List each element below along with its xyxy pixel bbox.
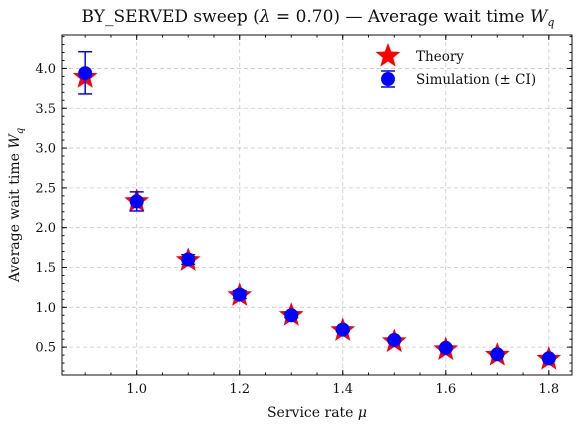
simulation-circle-marker	[129, 194, 144, 209]
simulation-circle-marker	[438, 340, 453, 355]
y-tick-label: 3.5	[35, 102, 56, 117]
simulation-circle-marker	[78, 66, 93, 81]
legend-item-theory: Theory	[375, 43, 464, 67]
axis-ticks: 1.0 1.2 1.4 1.6 1.8 0.5 1.0 1.5 2.0 2.5 3.0 3.5 4.0	[35, 35, 572, 397]
x-tick-label: 1.8	[538, 382, 559, 397]
grid	[62, 35, 572, 375]
y-tick-label: 0.5	[35, 341, 56, 356]
simulation-circle-marker	[181, 252, 196, 267]
chart-title: BY_SERVED sweep (λ = 0.70) — Average wai…	[82, 7, 555, 29]
x-tick-label: 1.6	[435, 382, 456, 397]
simulation-circle-marker	[387, 332, 402, 347]
simulation-point	[232, 287, 247, 302]
x-tick-label: 1.0	[126, 382, 147, 397]
y-tick-label: 3.0	[35, 142, 56, 157]
simulation-point	[284, 308, 299, 323]
legend: Theory Simulation (± CI)	[375, 43, 536, 88]
simulation-circle-marker	[232, 287, 247, 302]
y-tick-label: 1.5	[35, 261, 56, 276]
simulation-circle-marker	[335, 322, 350, 337]
legend-item-simulation: Simulation (± CI)	[381, 70, 536, 88]
simulation-point	[181, 252, 196, 267]
y-tick-label: 2.0	[35, 221, 56, 236]
simulation-point	[78, 50, 93, 95]
simulation-circle-marker	[541, 351, 556, 366]
legend-star-marker	[375, 43, 401, 67]
legend-label-theory: Theory	[416, 49, 464, 65]
simulation-point	[129, 191, 144, 212]
simulation-point	[490, 347, 505, 362]
simulation-circle-marker	[490, 347, 505, 362]
simulation-point	[335, 322, 350, 337]
x-axis-label: Service rate μ	[267, 405, 367, 421]
simulation-point	[387, 332, 402, 347]
legend-label-simulation: Simulation (± CI)	[416, 72, 536, 88]
simulation-circle-marker	[284, 308, 299, 323]
data-layer	[72, 50, 562, 370]
x-tick-label: 1.2	[229, 382, 250, 397]
legend-circle-marker	[381, 72, 395, 86]
plot-frame	[61, 34, 573, 376]
y-tick-label: 1.0	[35, 301, 56, 316]
simulation-point	[541, 351, 556, 366]
simulation-point	[438, 340, 453, 355]
x-tick-label: 1.4	[332, 382, 353, 397]
y-tick-label: 2.5	[35, 181, 56, 196]
y-axis-label: Average wait time Wq	[7, 128, 26, 283]
y-tick-label: 4.0	[35, 62, 56, 77]
